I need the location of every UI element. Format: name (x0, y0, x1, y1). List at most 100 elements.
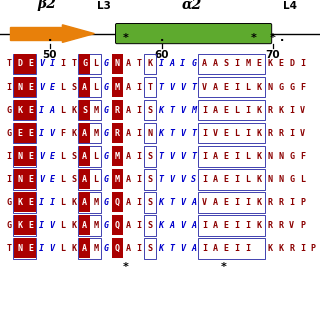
Text: M: M (191, 106, 196, 115)
Text: L: L (300, 175, 305, 184)
Text: V: V (202, 83, 207, 92)
Text: K: K (17, 198, 22, 207)
Text: A: A (213, 60, 218, 68)
Bar (14, 77, 25, 97)
Text: S: S (148, 106, 153, 115)
Text: M: M (93, 129, 98, 138)
Text: R: R (278, 221, 283, 230)
Text: E: E (224, 83, 229, 92)
Text: I: I (137, 83, 142, 92)
Text: T: T (169, 198, 174, 207)
Text: G: G (289, 175, 294, 184)
Text: I: I (202, 175, 207, 184)
Text: K: K (278, 244, 283, 253)
Polygon shape (10, 28, 62, 40)
Text: K: K (71, 244, 76, 253)
Text: E: E (28, 106, 33, 115)
Text: N: N (267, 175, 272, 184)
Bar (13, 192, 36, 212)
Text: R: R (267, 198, 272, 207)
Text: P: P (300, 198, 305, 207)
Bar (25, 77, 36, 97)
Text: L: L (235, 129, 240, 138)
Text: I: I (39, 106, 44, 115)
Text: K: K (267, 244, 272, 253)
Text: G: G (82, 60, 87, 68)
Text: N: N (278, 175, 283, 184)
Text: T: T (6, 244, 11, 253)
Bar (78, 77, 101, 97)
Text: I: I (289, 198, 294, 207)
Text: .: . (47, 33, 52, 43)
Text: V: V (180, 83, 185, 92)
Bar (14, 192, 25, 212)
Text: A: A (169, 60, 174, 68)
Text: V: V (180, 221, 185, 230)
Text: K: K (256, 106, 261, 115)
Text: A: A (126, 198, 131, 207)
Bar (13, 54, 36, 74)
Text: V: V (213, 129, 218, 138)
Bar (13, 169, 36, 189)
Text: A: A (126, 106, 131, 115)
Text: T: T (169, 129, 174, 138)
Text: I: I (235, 152, 240, 161)
Text: I: I (137, 129, 142, 138)
Text: I: I (235, 83, 240, 92)
Text: E: E (50, 175, 55, 184)
Text: E: E (17, 129, 22, 138)
Text: N: N (278, 152, 283, 161)
Text: L: L (60, 221, 66, 230)
Bar (79, 54, 90, 74)
Text: G: G (289, 152, 294, 161)
Text: A: A (126, 221, 131, 230)
Bar (14, 54, 25, 74)
Bar (198, 238, 265, 259)
Bar (78, 54, 101, 74)
Text: K: K (158, 129, 164, 138)
Text: I: I (235, 198, 240, 207)
Bar (144, 100, 156, 120)
Text: I: I (137, 221, 142, 230)
Text: V: V (39, 175, 44, 184)
Text: G: G (6, 106, 11, 115)
Text: L: L (60, 244, 66, 253)
Text: V: V (39, 60, 44, 68)
Text: R: R (278, 129, 283, 138)
Text: S: S (82, 106, 87, 115)
Text: A: A (82, 175, 87, 184)
Text: K: K (158, 106, 164, 115)
Text: M: M (245, 60, 251, 68)
Text: T: T (158, 152, 164, 161)
Bar (144, 54, 156, 74)
Text: *: * (270, 33, 276, 43)
Text: P: P (300, 221, 305, 230)
Text: I: I (50, 198, 55, 207)
Bar (198, 169, 265, 189)
Text: L: L (245, 152, 251, 161)
Text: T: T (137, 60, 142, 68)
Text: T: T (71, 60, 76, 68)
Text: V: V (180, 244, 185, 253)
Bar (78, 238, 101, 259)
Text: K: K (71, 221, 76, 230)
Bar (79, 100, 90, 120)
Text: E: E (28, 83, 33, 92)
Text: K: K (267, 60, 272, 68)
Text: K: K (17, 221, 22, 230)
Text: I: I (235, 60, 240, 68)
Text: A: A (191, 198, 196, 207)
Bar (198, 100, 265, 120)
Text: F: F (60, 129, 66, 138)
Bar (198, 54, 265, 74)
Text: L: L (60, 175, 66, 184)
Bar (79, 215, 90, 236)
Text: A: A (82, 244, 87, 253)
Bar (78, 100, 101, 120)
Bar (14, 100, 25, 120)
Text: T: T (6, 60, 11, 68)
Text: L: L (60, 83, 66, 92)
Text: E: E (224, 129, 229, 138)
Text: T: T (191, 152, 196, 161)
Text: K: K (158, 244, 164, 253)
